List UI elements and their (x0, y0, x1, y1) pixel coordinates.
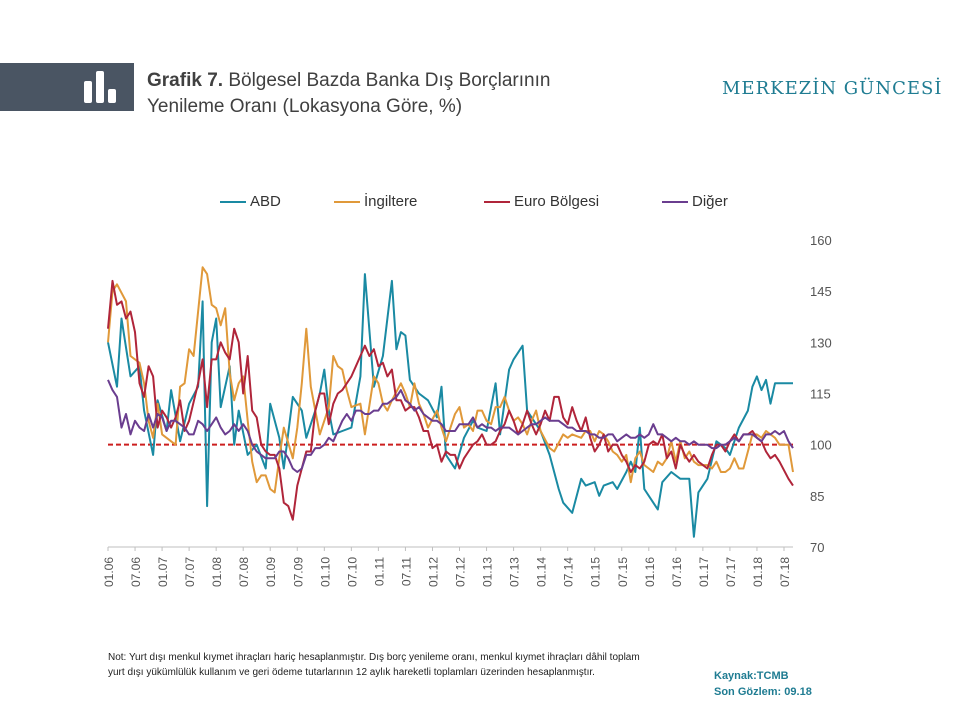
legend-item-euro: Euro Bölgesi (484, 193, 599, 210)
y-tick-label: 100 (810, 438, 832, 453)
x-tick-label: 01.16 (643, 557, 657, 587)
series-line-0 (107, 273, 793, 538)
title-line2: Yenileme Oranı (Lokasyona Göre, %) (147, 96, 463, 117)
x-tick-label: 01.09 (264, 557, 278, 587)
legend-label: İngiltere (364, 193, 418, 210)
x-tick-label: 01.08 (210, 557, 224, 587)
x-tick-label: 01.13 (481, 557, 495, 587)
x-tick-label: 07.11 (399, 557, 413, 586)
y-tick-label: 85 (810, 489, 824, 504)
x-tick-label: 07.13 (508, 557, 522, 587)
title-bar (0, 63, 134, 111)
x-tick-label: 07.15 (616, 557, 630, 587)
source-block: Kaynak:TCMB Son Gözlem: 09.18 (714, 668, 812, 700)
y-tick-label: 70 (810, 540, 824, 555)
y-tick-label: 115 (810, 387, 831, 402)
bar-chart-icon (84, 71, 116, 103)
x-tick-label: 01.12 (426, 557, 440, 587)
series-line-2 (107, 279, 794, 521)
x-tick-label: 01.18 (751, 557, 765, 587)
title-bold: Grafik 7. (147, 70, 224, 91)
x-tick-label: 01.10 (318, 557, 332, 587)
x-tick-label: 01.11 (372, 557, 386, 586)
title-rest: Bölgesel Bazda Banka Dış Borçlarının (223, 70, 551, 91)
y-tick-label: 130 (810, 335, 832, 350)
x-tick-label: 01.17 (697, 557, 711, 587)
legend-swatch (484, 200, 510, 203)
x-tick-label: 07.07 (183, 557, 197, 587)
legend: ABD İngiltere Euro Bölgesi Diğer (0, 193, 960, 217)
source-label: Kaynak:TCMB (714, 670, 789, 682)
x-tick-label: 07.16 (670, 557, 684, 587)
x-tick-label: 07.09 (291, 557, 305, 587)
legend-item-abd: ABD (220, 193, 281, 210)
series-line-1 (107, 266, 794, 494)
legend-swatch (334, 200, 360, 203)
x-tick-label: 01.14 (535, 557, 549, 587)
x-tick-label: 07.17 (724, 557, 738, 587)
x-tick-label: 07.12 (454, 557, 468, 587)
brand-logo: MERKEZİN GÜNCESİ (722, 78, 943, 99)
legend-item-ingiltere: İngiltere (334, 193, 417, 210)
x-tick-label: 07.14 (562, 557, 576, 587)
chart-title: Grafik 7. Bölgesel Bazda Banka Dış Borçl… (147, 68, 667, 120)
series-line-3 (107, 379, 794, 473)
y-tick-label: 160 (810, 233, 832, 248)
legend-swatch (662, 200, 688, 203)
legend-swatch (220, 200, 246, 203)
x-tick-label: 01.07 (156, 557, 170, 587)
x-tick-label: 01.15 (589, 557, 603, 587)
legend-item-diger: Diğer (662, 193, 728, 210)
x-tick-label: 07.10 (345, 557, 359, 587)
footnote: Not: Yurt dışı menkul kıymet ihraçları h… (108, 652, 640, 678)
y-tick-label: 145 (810, 284, 832, 299)
legend-label: Euro Bölgesi (514, 193, 600, 210)
last-observation: Son Gözlem: 09.18 (714, 686, 812, 698)
legend-label: ABD (250, 193, 281, 210)
x-tick-label: 07.18 (778, 557, 792, 587)
legend-label: Diğer (692, 193, 728, 210)
x-tick-label: 01.06 (102, 557, 116, 587)
x-tick-label: 07.08 (237, 557, 251, 587)
x-tick-label: 07.06 (129, 557, 143, 587)
